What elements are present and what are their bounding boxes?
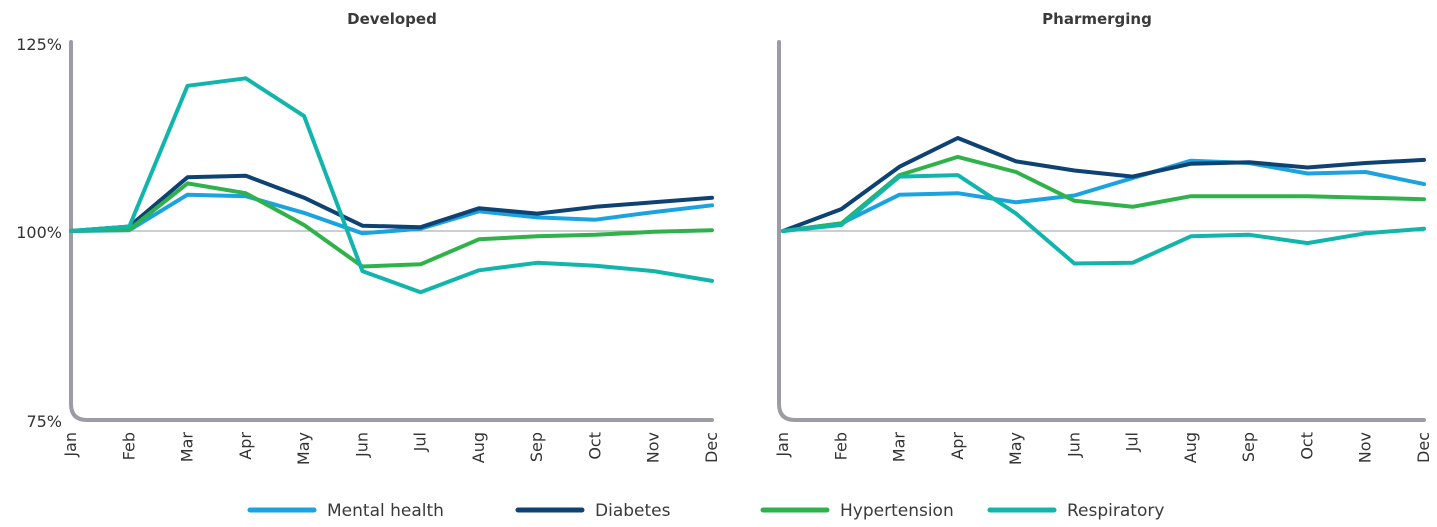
x-tick-label: May (294, 432, 313, 465)
x-tick-label: May (1006, 432, 1025, 465)
series-line-respiratory (781, 173, 1426, 266)
x-tick-label: Feb (831, 432, 850, 460)
legend-label: Diabetes (595, 501, 671, 521)
x-tick-label: Dec (1414, 432, 1433, 463)
y-tick-label: 100% (16, 223, 62, 242)
x-tick-label: Aug (469, 432, 488, 463)
series-line-diabetes (781, 136, 1426, 233)
series-line-hypertension (69, 181, 714, 269)
series-line-respiratory (69, 76, 714, 295)
x-tick-label: Mar (890, 432, 909, 463)
x-tick-label: Mar (178, 432, 197, 463)
legend-label: Hypertension (840, 501, 954, 521)
x-tick-label: Jul (1123, 432, 1142, 452)
legend-label: Mental health (327, 501, 444, 521)
axis-line (777, 40, 1426, 422)
series-line-mental-health (69, 192, 714, 236)
series-line-mental-health (781, 158, 1426, 233)
x-tick-label: Oct (1297, 432, 1316, 460)
x-tick-label: Feb (119, 432, 138, 460)
x-tick-label: Jun (352, 432, 371, 458)
x-tick-label: Jun (1064, 432, 1083, 458)
panel-title-developed: Developed (347, 10, 437, 28)
panel-developed: Developed 125% 100% 75% Jan Feb Mar Apr May J… (16, 10, 721, 465)
series-line-diabetes (69, 173, 714, 233)
x-tick-label: Oct (585, 432, 604, 460)
x-tick-label: Dec (702, 432, 721, 463)
panel-title-pharmerging: Pharmerging (1042, 10, 1152, 28)
x-tick-label: Nov (644, 432, 663, 463)
x-tick-label: Jul (411, 432, 430, 452)
x-tick-label: Jan (773, 432, 792, 458)
x-tick-label: Aug (1181, 432, 1200, 463)
panel-pharmerging: Pharmerging Jan Feb Mar Apr May Jun Jul Aug Sep O… (773, 10, 1433, 465)
x-tick-label: Apr (948, 432, 967, 460)
y-tick-label: 125% (16, 35, 62, 54)
x-tick-label: Sep (1239, 432, 1258, 462)
x-tick-label: Nov (1356, 432, 1375, 463)
y-tick-label: 75% (26, 412, 62, 431)
axis-line (69, 40, 714, 422)
x-tick-label: Sep (527, 432, 546, 462)
legend: Mental health Diabetes Hypertension Respira… (247, 501, 1164, 521)
x-tick-label: Jan (61, 432, 80, 458)
legend-label: Respiratory (1067, 501, 1164, 521)
x-tick-label: Apr (236, 432, 255, 460)
